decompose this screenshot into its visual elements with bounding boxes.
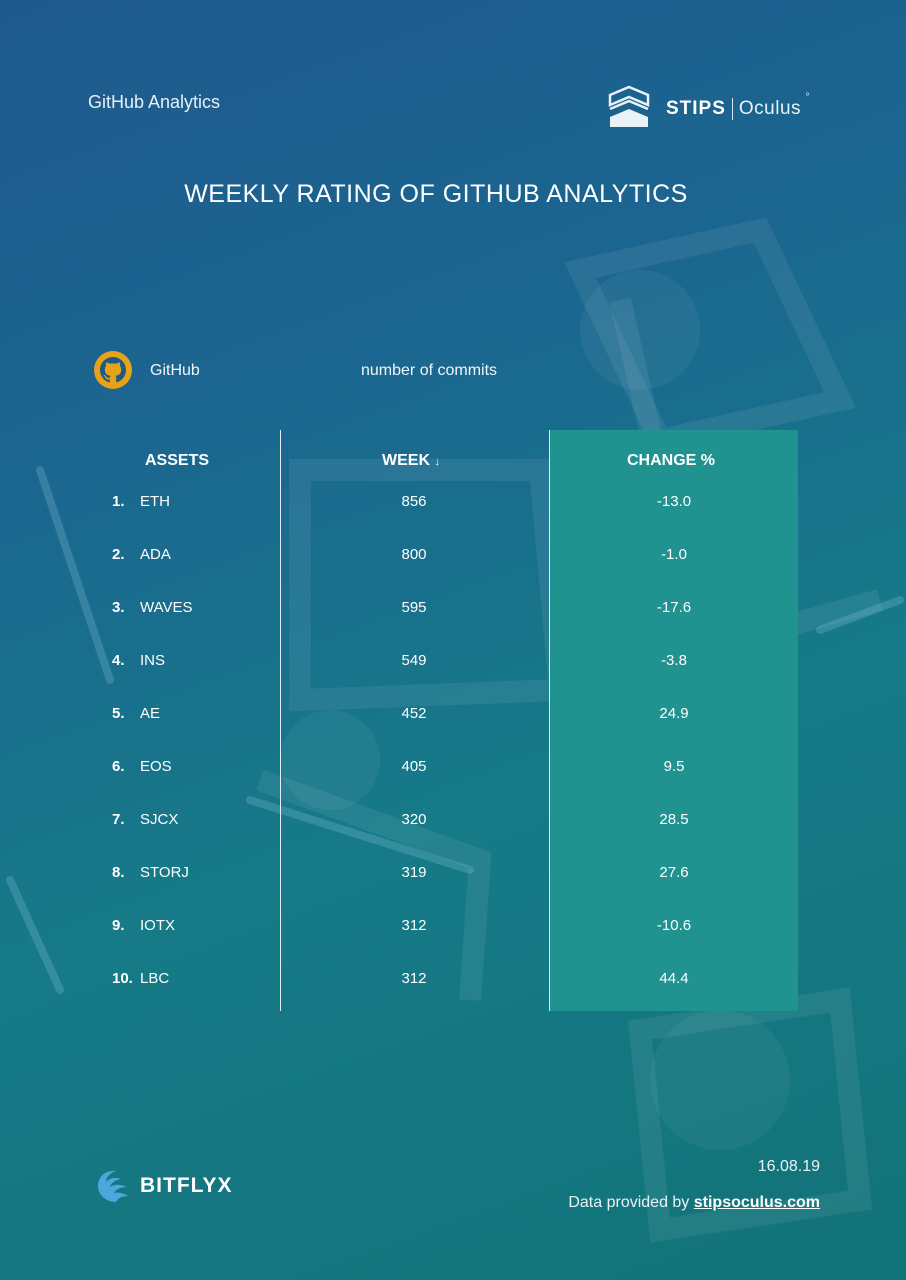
row-rank: 5. [112,705,125,722]
sort-down-icon: ↓ [434,456,440,468]
row-change-percent: -10.6 [656,917,692,934]
row-week-commits: 405 [401,758,427,775]
row-asset: STORJ [140,864,189,881]
row-asset: AE [140,705,161,722]
assets-column-header: ASSETS [145,452,210,469]
data-provider-credit: Data provided by stipsoculus.com [500,1194,820,1212]
brand-name: STIPS [666,98,726,119]
row-change-percent: -13.0 [656,493,692,510]
table-row: 7. SJCX 320 28.5 [0,811,906,831]
search-icon: ° [805,92,811,103]
table-row: 10. LBC 312 44.4 [0,970,906,990]
column-divider [280,430,281,1011]
row-week-commits: 549 [401,652,427,669]
row-week-commits: 319 [401,864,427,881]
row-change-percent: 44.4 [659,970,689,987]
table-row: 1. ETH 856 -13.0 [0,493,906,513]
row-rank: 9. [112,917,125,934]
row-rank: 1. [112,493,125,510]
row-week-commits: 452 [401,705,427,722]
table-row: 3. WAVES 595 -17.6 [0,599,906,619]
brand-product: Oculus ° [738,92,810,120]
header-label: GitHub Analytics [88,92,221,112]
row-asset: WAVES [140,599,193,616]
table-row: 4. INS 549 -3.8 [0,652,906,672]
change-column-header: CHANGE % [627,452,716,469]
bitflyx-brand-name: BITFLYX [140,1174,233,1197]
week-column-header[interactable]: WEEK ↓ [382,452,440,470]
bitflyx-logo-icon [98,1170,128,1202]
github-icon [94,351,132,389]
page-title: WEEKLY RATING OF GITHUB ANALYTICS [184,180,688,208]
row-asset: ETH [140,493,170,510]
table-row: 5. AE 452 24.9 [0,705,906,725]
row-rank: 7. [112,811,125,828]
row-asset: SJCX [140,811,179,828]
report-date: 16.08.19 [757,1158,820,1175]
row-rank: 6. [112,758,125,775]
row-week-commits: 856 [401,493,427,510]
row-week-commits: 312 [401,917,427,934]
column-divider [549,430,550,1011]
row-rank: 2. [112,546,125,563]
row-rank: 4. [112,652,125,669]
brand-divider [731,98,733,120]
row-asset: ADA [140,546,171,563]
row-change-percent: -3.8 [661,652,687,669]
row-change-percent: 24.9 [659,705,689,722]
row-asset: EOS [140,758,172,775]
table-row: 6. EOS 405 9.5 [0,758,906,778]
row-change-percent: -17.6 [656,599,692,616]
change-column-panel [550,430,798,1011]
row-week-commits: 800 [401,546,427,563]
brand-product-label: Oculus [738,98,802,119]
row-change-percent: 27.6 [659,864,689,881]
row-asset: INS [140,652,166,669]
row-week-commits: 595 [401,599,427,616]
source-label: GitHub [150,362,200,379]
table-row: 9. IOTX 312 -10.6 [0,917,906,937]
bitflyx-logo[interactable]: BITFLYX [94,1168,233,1204]
provider-link[interactable]: stipsoculus.com [693,1194,820,1211]
row-asset: IOTX [140,917,176,934]
row-rank: 10. [112,970,133,987]
row-rank: 8. [112,864,125,881]
table-row: 2. ADA 800 -1.0 [0,546,906,566]
row-change-percent: -1.0 [661,546,687,563]
metric-label: number of commits [361,362,498,379]
row-rank: 3. [112,599,125,616]
row-week-commits: 320 [401,811,427,828]
row-change-percent: 28.5 [659,811,689,828]
stips-logo-icon [608,85,650,127]
week-header-label: WEEK [382,452,430,469]
stips-oculus-logo[interactable]: STIPS Oculus ° [606,84,826,134]
row-change-percent: 9.5 [663,758,685,775]
provider-prefix: Data provided by [568,1194,694,1211]
row-week-commits: 312 [401,970,427,987]
row-asset: LBC [140,970,170,987]
table-row: 8. STORJ 319 27.6 [0,864,906,884]
